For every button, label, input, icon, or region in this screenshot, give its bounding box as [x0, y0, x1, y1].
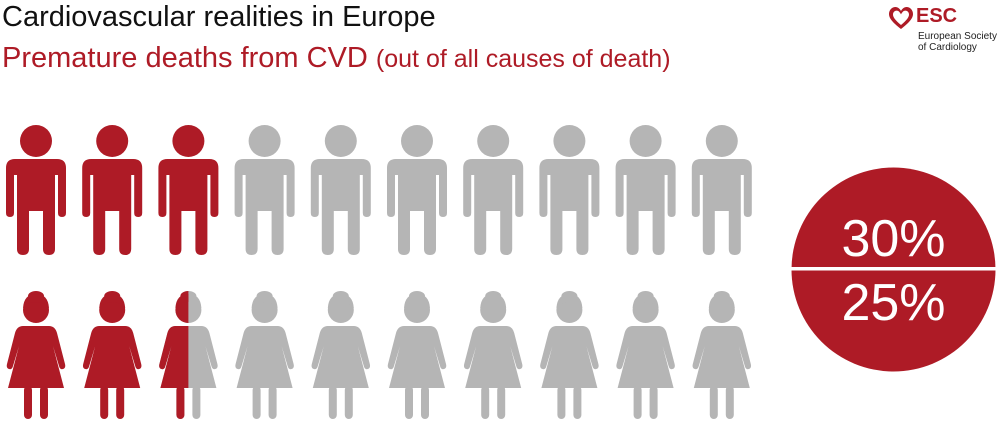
man-figure: [82, 125, 143, 255]
women-percentage: 25%: [841, 274, 946, 332]
woman-figure: [540, 291, 599, 419]
logo-org-name: European Society of Cardiology: [918, 31, 997, 53]
percentage-circle: 30% 25%: [791, 167, 996, 372]
woman-figure: [159, 291, 218, 419]
man-figure: [539, 125, 600, 255]
man-figure: [691, 125, 752, 255]
woman-figure: [463, 291, 523, 419]
man-figure: [615, 125, 676, 255]
heart-icon: [889, 7, 913, 29]
man-figure: [6, 125, 66, 255]
pictogram-figures: [6, 125, 752, 419]
woman-figure: [616, 291, 675, 419]
woman-figure: [235, 291, 294, 419]
woman-figure: [387, 291, 447, 419]
men-percentage: 30%: [841, 210, 946, 268]
woman-figure: [311, 291, 371, 419]
man-figure: [387, 125, 447, 255]
man-figure: [310, 125, 371, 255]
chart-title: Cardiovascular realities in Europe: [2, 1, 436, 33]
woman-figure: [82, 291, 142, 419]
esc-logo: ESC European Society of Cardiology: [888, 5, 998, 56]
subtitle-main: Premature deaths from CVD: [2, 42, 368, 74]
chart-subtitle: Premature deaths from CVD (out of all ca…: [2, 41, 671, 76]
woman-figure: [6, 291, 66, 419]
subtitle-note: (out of all causes of death): [375, 45, 671, 73]
man-figure: [158, 125, 219, 255]
man-figure: [234, 125, 295, 255]
man-figure: [463, 125, 524, 255]
percentage-circle-shape: [791, 167, 996, 372]
woman-figure: [692, 291, 752, 419]
logo-short: ESC: [916, 5, 958, 27]
